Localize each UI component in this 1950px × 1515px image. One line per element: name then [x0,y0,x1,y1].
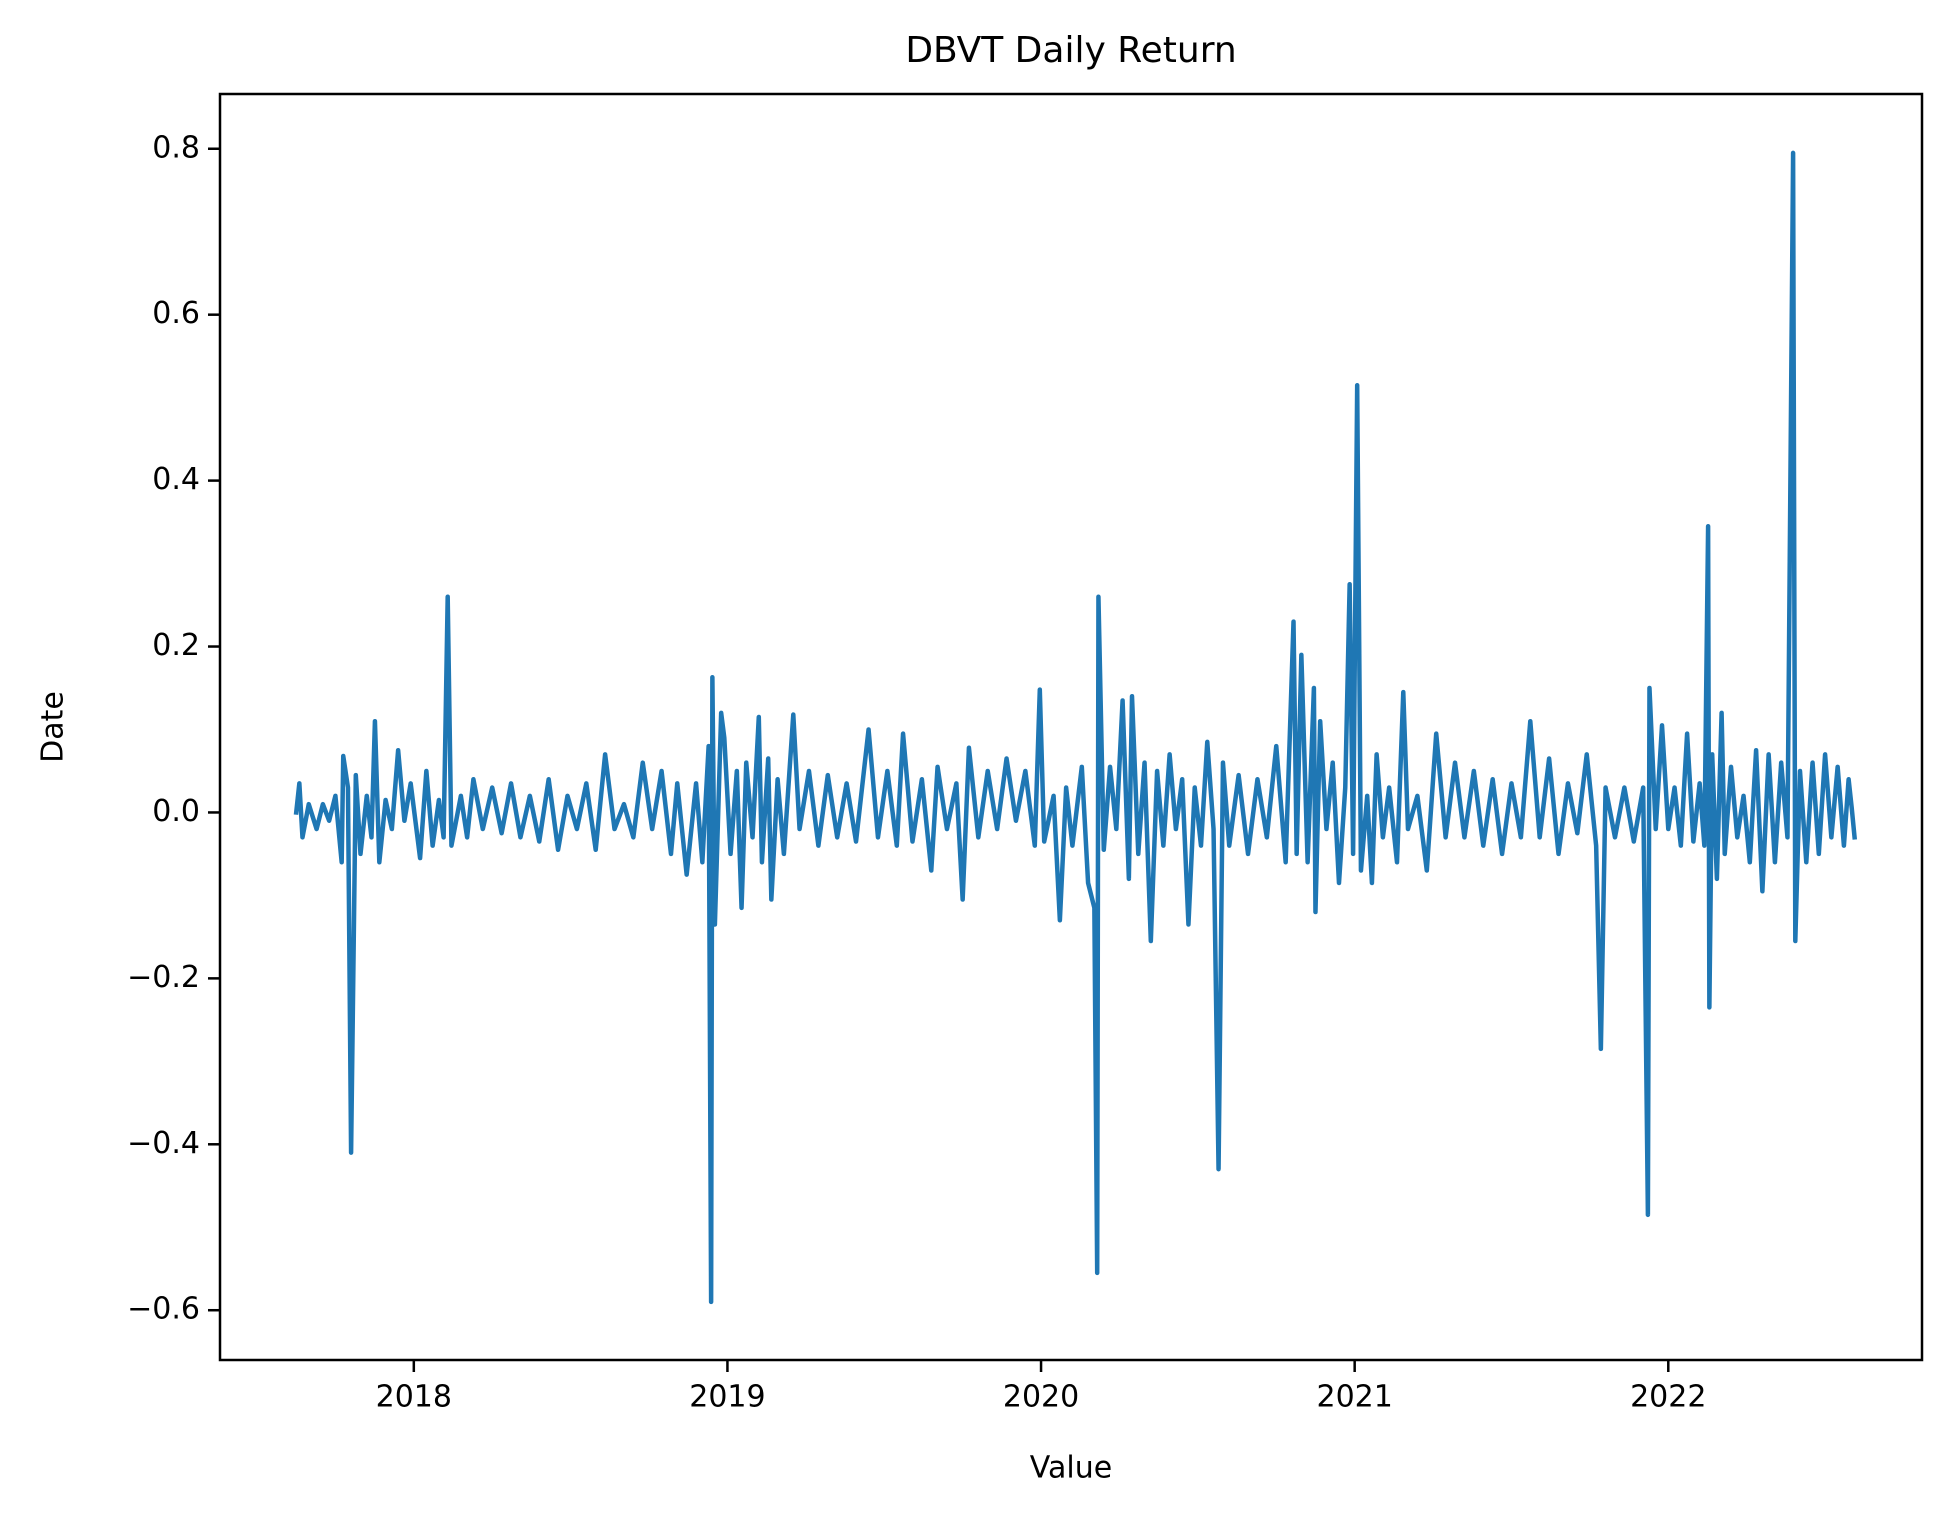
y-tick-label: 0.4 [152,462,200,497]
x-axis-label: Value [1030,1451,1112,1486]
y-tick-label: −0.6 [127,1292,200,1327]
x-tick-label: 2021 [1316,1380,1392,1415]
chart-title: DBVT Daily Return [905,30,1236,71]
data-line [293,150,1858,1305]
plot-frame [218,92,1924,1362]
y-tick-label: −0.2 [127,960,200,995]
x-tick-label: 2022 [1630,1380,1706,1415]
y-tick-label: 0.8 [152,130,200,165]
y-tick-label: −0.4 [127,1126,200,1161]
y-axis-label: Date [36,691,71,763]
y-tick-label: 0.2 [152,628,200,663]
y-tick-label: 0.0 [152,794,200,829]
y-tick-label: 0.6 [152,296,200,331]
x-tick-label: 2019 [689,1380,765,1415]
x-tick-label: 2018 [376,1380,452,1415]
x-tick-label: 2020 [1003,1380,1079,1415]
